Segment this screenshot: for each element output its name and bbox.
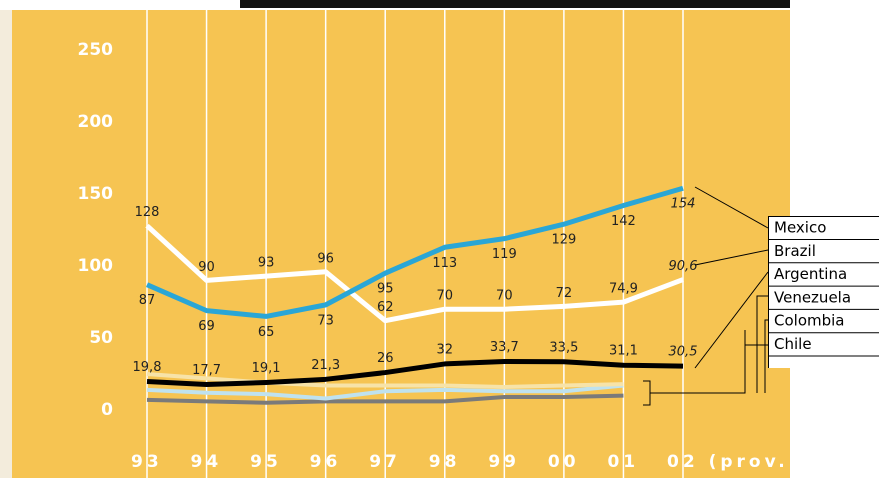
value-label: 113 [432,256,457,271]
value-label: 129 [551,233,576,248]
value-label: 17,7 [192,363,221,378]
value-label: 154 [671,197,696,212]
labels: 93 94 95 96 97 98 99 00 01 02 (prov.) 0 50 100 150 200… [78,40,801,472]
x-tick-label: 01 [607,452,639,472]
value-label: 30,5 [669,345,698,360]
value-label: 21,3 [311,358,340,373]
value-label: 70 [437,289,454,304]
value-label: 31,1 [609,344,638,359]
value-label: 19,1 [252,361,281,376]
value-label: 33,7 [490,340,519,355]
value-label: 32 [437,342,454,357]
leader-line [694,271,769,369]
y-tick-label: 200 [78,112,114,132]
legend-label: Argentina [774,265,847,283]
x-tick-label: 99 [488,452,520,472]
legend-label: Mexico [774,219,826,237]
leader-line [764,319,768,393]
left-band [0,10,12,478]
x-tick-label: 00 [548,452,580,472]
value-label: 19,8 [133,360,162,375]
value-label: 70 [496,289,513,304]
series-line [146,358,684,388]
leader-line [756,295,768,393]
leader-line [694,249,769,266]
x-tick-label: 02 (prov.) [667,452,801,472]
legend-label: Brazil [774,242,816,260]
series-line [146,383,624,401]
x-tick-label: 97 [369,452,401,472]
leaders [643,186,769,406]
value-label: 33,5 [549,340,578,355]
x-tick-label: 93 [131,452,163,472]
series-line [146,185,684,319]
x-tick-label: 98 [429,452,461,472]
legend: Mexico Brazil Argentina Venezuela Colombia Ch… [768,216,879,368]
value-label: 73 [317,313,334,328]
value-label: 128 [135,205,160,220]
y-tick-label: 100 [78,256,114,276]
x-tick-label: 95 [250,452,282,472]
leader-line [694,186,769,229]
legend-box [768,216,879,368]
x-tick-label: 94 [191,452,223,472]
x-tick-label: 96 [310,452,342,472]
legend-label: Colombia [774,312,845,330]
value-label: 142 [611,214,636,229]
lines [145,185,684,405]
y-tick-label: 50 [89,328,113,348]
value-label: 87 [139,293,156,308]
y-tick-label: 0 [101,400,113,420]
legend-label: Venezuela [774,288,851,306]
top-strip [240,0,790,8]
value-label: 90,6 [669,259,698,274]
leader-line [650,330,746,394]
legend-label: Chile [774,335,812,353]
value-label: 93 [258,256,275,271]
value-label: 95 [377,282,394,297]
value-label: 96 [317,251,334,266]
series-line [146,372,624,389]
value-label: 72 [556,286,573,301]
y-tick-label: 250 [78,40,114,60]
series-line [145,223,684,324]
value-label: 65 [258,325,275,340]
value-label: 74,9 [609,282,638,297]
series-line [146,393,624,405]
value-label: 26 [377,351,394,366]
grid [146,10,684,478]
plot-background [0,10,790,478]
value-label: 90 [198,260,215,275]
y-tick-label: 150 [78,184,114,204]
value-label: 119 [492,247,517,262]
value-label: 69 [198,319,215,334]
value-label: 62 [377,300,394,315]
